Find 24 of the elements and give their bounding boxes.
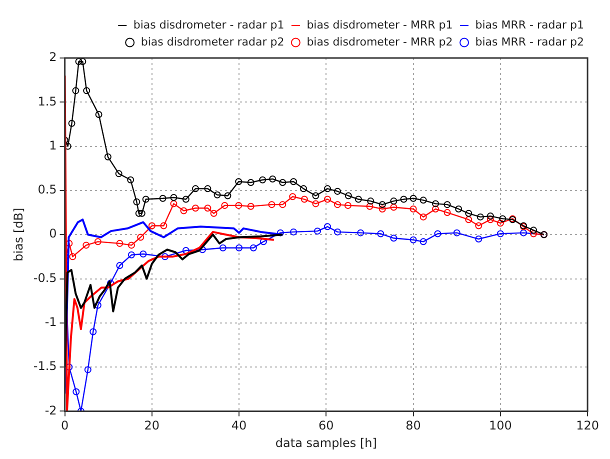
x-tick-label: 120 <box>576 418 599 433</box>
legend-label: bias disdrometer - radar p1 <box>133 18 284 32</box>
legend-label: bias MRR - radar p1 <box>475 18 584 32</box>
y-tick-label: 0 <box>49 226 57 241</box>
y-tick-label: -2 <box>44 403 57 418</box>
x-tick-label: 0 <box>60 418 69 433</box>
y-tick-label: 1.5 <box>38 94 57 108</box>
legend-label: bias MRR - radar p2 <box>475 35 584 48</box>
y-tick-label: -1 <box>44 315 57 330</box>
y-tick-label: 2 <box>49 50 57 64</box>
y-tick-label: -0.5 <box>33 270 57 285</box>
x-tick-label: 60 <box>318 418 334 433</box>
x-tick-label: 40 <box>231 418 247 433</box>
x-tick-label: 20 <box>144 418 160 433</box>
x-axis-title: data samples [h] <box>275 436 377 450</box>
y-tick-label: 0.5 <box>38 182 57 197</box>
y-tick-label: -1.5 <box>33 359 57 374</box>
legend-label: bias disdrometer - MRR p2 <box>306 35 453 48</box>
y-tick-label: 1 <box>49 138 57 152</box>
legend-label: bias disdrometer - MRR p1 <box>306 18 453 32</box>
x-tick-label: 80 <box>406 418 421 433</box>
y-axis-title: bias [dB] <box>11 208 26 262</box>
legend-label: bias disdrometer radar p2 <box>140 35 284 48</box>
x-tick-label: 100 <box>488 418 512 433</box>
